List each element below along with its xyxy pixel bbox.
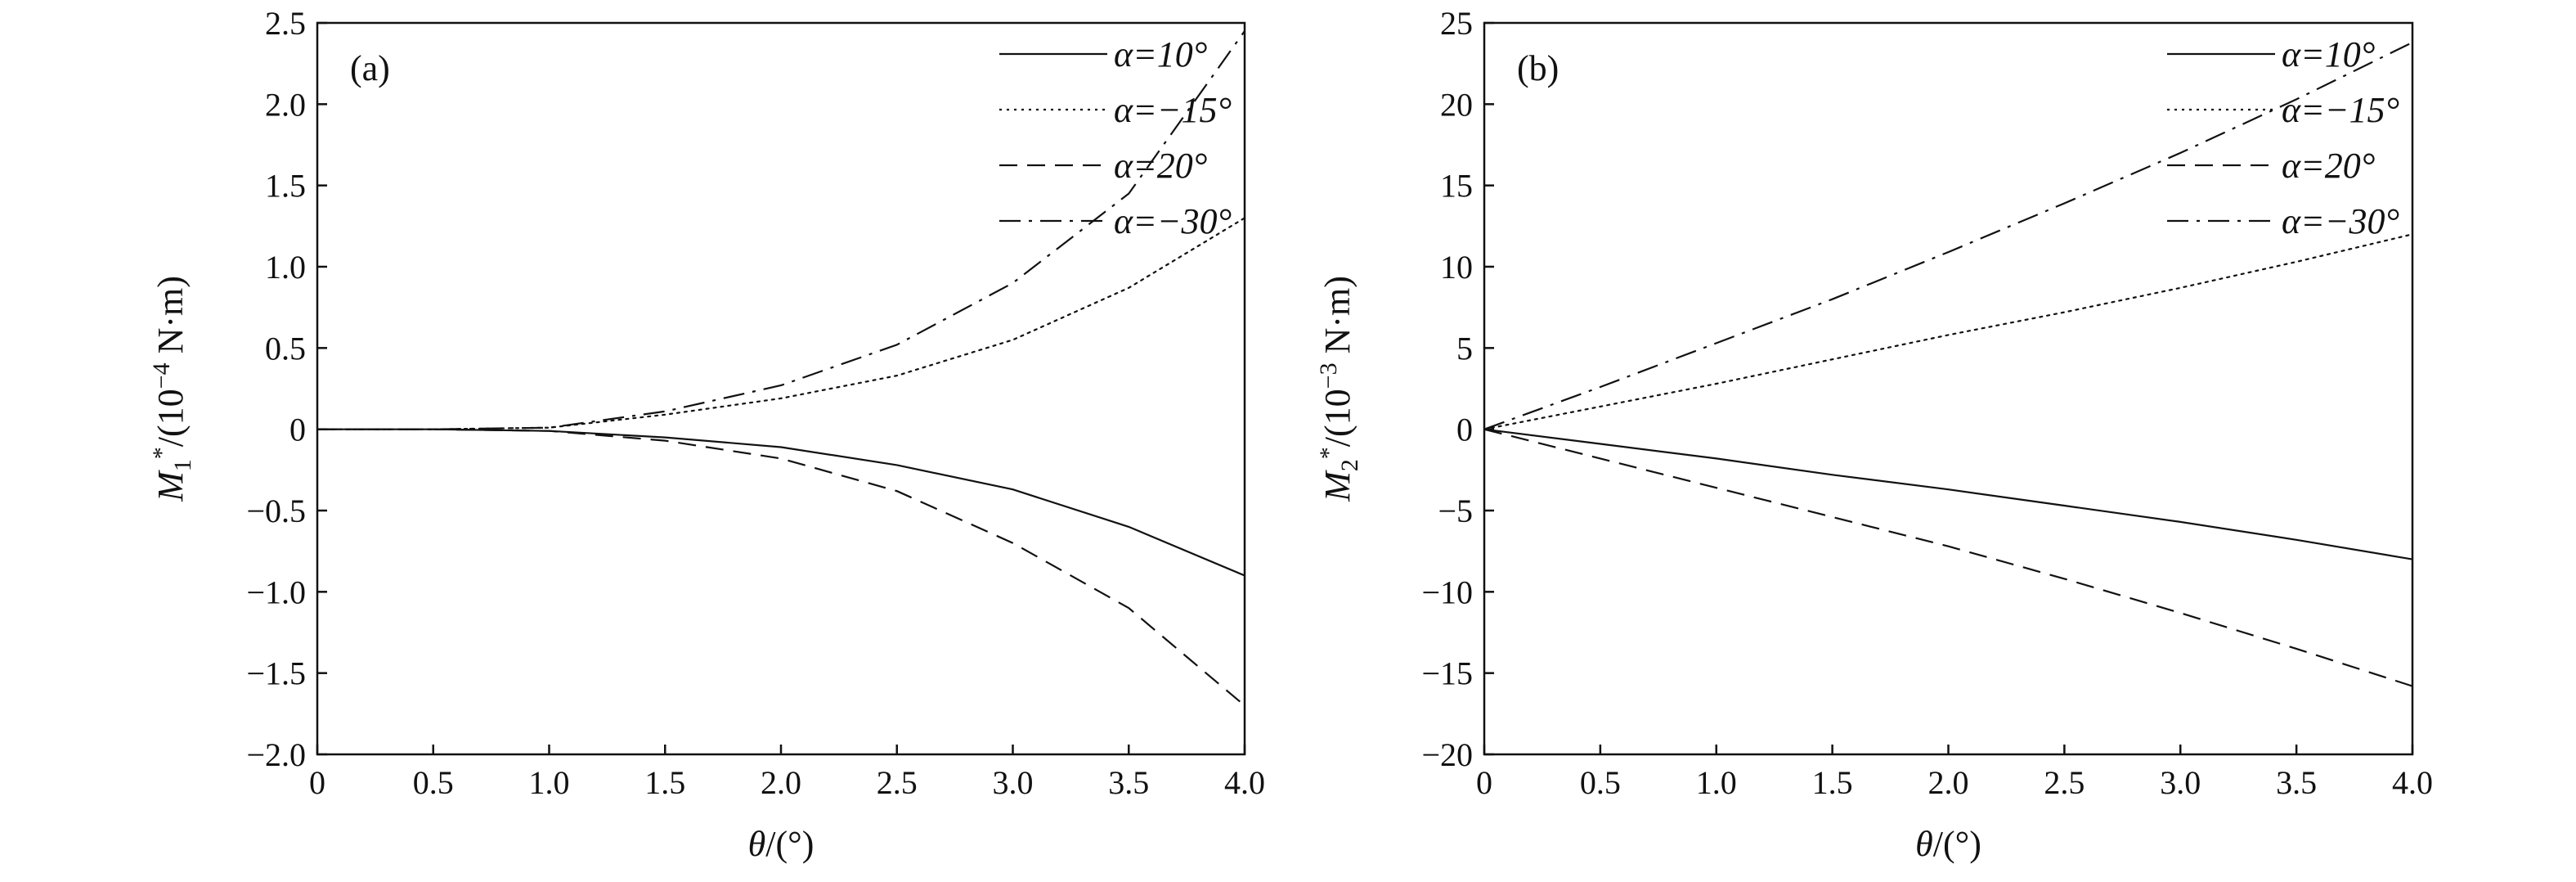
y-tick-label: 0 — [1456, 412, 1473, 448]
legend-entry: α=−15° — [2282, 90, 2399, 130]
panel-label: (a) — [350, 48, 390, 88]
x-tick-label: 1.0 — [1696, 764, 1737, 801]
legend-entry: α=10° — [1114, 34, 1207, 74]
series-line-dashdot — [1484, 41, 2412, 430]
series-line-solid — [317, 428, 1245, 577]
x-tick-label: 0.5 — [413, 764, 454, 801]
plot-frame — [1483, 21, 2414, 756]
x-tick-label: 4.0 — [2392, 764, 2433, 801]
legend-entry: α=10° — [2282, 34, 2375, 74]
y-tick-label: 20 — [1440, 86, 1473, 123]
y-tick-label: −15 — [1421, 655, 1473, 692]
x-tick-label: 1.0 — [529, 764, 570, 801]
series-line-dashed — [1484, 428, 2412, 687]
y-tick-label: −1.0 — [246, 574, 306, 610]
y-tick-label: 0 — [289, 412, 306, 448]
y-tick-label: −10 — [1421, 574, 1473, 610]
x-tick-label: 3.5 — [1108, 764, 1149, 801]
legend-entry: α=−15° — [1114, 90, 1232, 130]
y-tick-label: 2.5 — [265, 5, 306, 42]
x-tick-label: 0 — [309, 764, 325, 801]
y-tick-label: 2.0 — [265, 86, 306, 123]
x-tick-label: 2.5 — [877, 764, 918, 801]
y-tick-label: −2.0 — [246, 736, 306, 773]
series-line-solid — [1484, 428, 2412, 560]
x-tick-label: 2.0 — [761, 764, 801, 801]
y-tick-label: 25 — [1440, 5, 1473, 42]
x-tick-label: 0 — [1476, 764, 1492, 801]
x-tick-label: 3.0 — [993, 764, 1034, 801]
legend-entry: α=20° — [1114, 146, 1207, 186]
y-tick-label: −0.5 — [246, 493, 306, 529]
y-tick-label: −1.5 — [246, 655, 306, 692]
x-tick-label: 2.0 — [1928, 764, 1969, 801]
x-axis-label: θ/(°) — [1915, 824, 1981, 864]
y-tick-label: 0.5 — [265, 330, 306, 367]
y-tick-label: −20 — [1421, 736, 1473, 773]
y-tick-label: 10 — [1440, 249, 1473, 286]
y-axis-label: M2*/(10−3 N·m) — [1315, 276, 1363, 502]
y-tick-label: 15 — [1440, 168, 1473, 205]
legend-entry: α=−30° — [1114, 201, 1232, 241]
legend-entry: α=20° — [2282, 146, 2375, 186]
chart-panel-1: 0 0.5 1.0 1.5 2.0 2.5 3.0 3.5 4.0 −20 −15 −10 −5 0 5 10… — [1315, 5, 2433, 864]
plot-frame — [316, 21, 1246, 756]
x-tick-label: 1.5 — [1812, 764, 1853, 801]
y-tick-label: 1.5 — [265, 168, 306, 205]
series-line-dotted — [317, 217, 1245, 430]
y-tick-label: 1.0 — [265, 249, 306, 286]
y-tick-label: 5 — [1456, 330, 1473, 367]
y-axis-label: M1*/(10−4 N·m) — [148, 276, 196, 502]
x-tick-label: 0.5 — [1580, 764, 1621, 801]
x-axis-label: θ/(°) — [748, 824, 815, 864]
y-tick-label: −5 — [1438, 493, 1473, 529]
x-tick-label: 1.5 — [644, 764, 685, 801]
x-tick-label: 3.5 — [2276, 764, 2317, 801]
legend-entry: α=−30° — [2282, 201, 2399, 241]
panel-label: (b) — [1517, 48, 1559, 88]
x-tick-label: 3.0 — [2160, 764, 2201, 801]
chart-panel-0: 0 0.5 1.0 1.5 2.0 2.5 3.0 3.5 4.0 −2.0 −1.5 −1.0 −0.… — [148, 5, 1265, 864]
x-tick-label: 4.0 — [1224, 764, 1265, 801]
x-tick-label: 2.5 — [2044, 764, 2085, 801]
series-line-dotted — [1484, 233, 2412, 430]
series-line-dashdot — [317, 30, 1245, 430]
series-line-dashed — [317, 428, 1245, 707]
